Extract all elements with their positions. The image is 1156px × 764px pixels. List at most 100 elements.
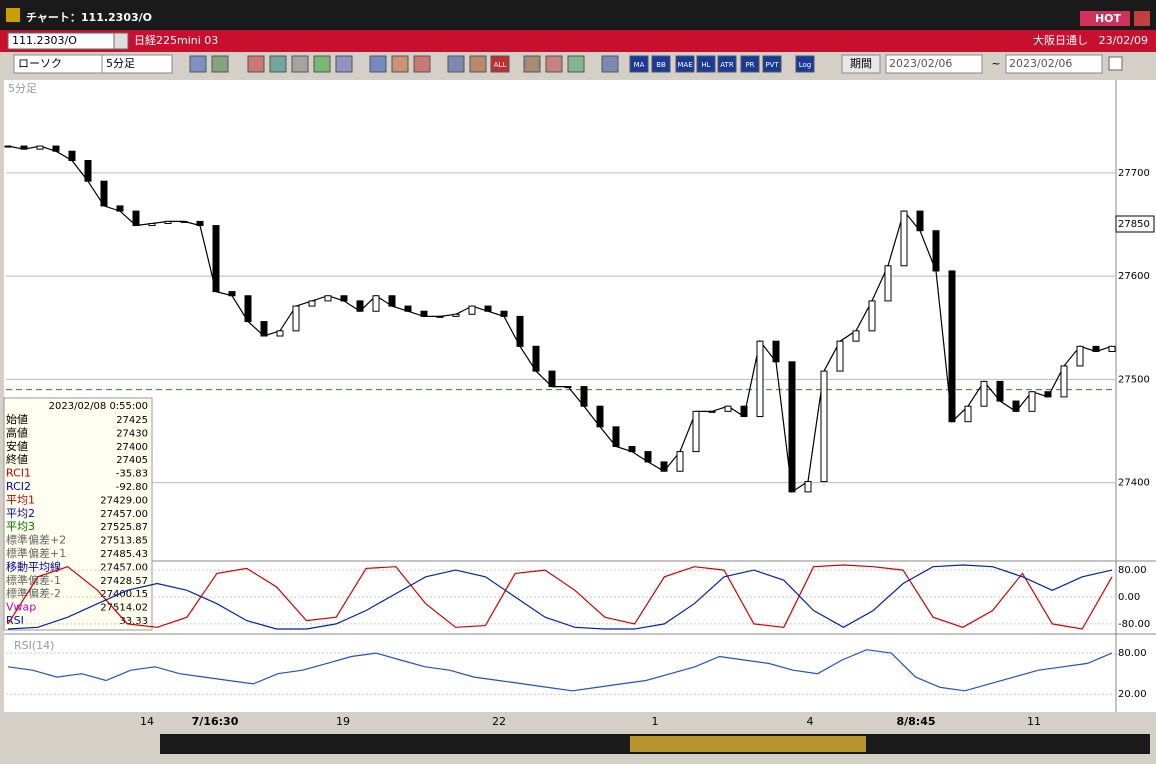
tool-icon[interactable] bbox=[651, 55, 671, 73]
tool-icon-label: MAE bbox=[677, 61, 692, 69]
tool-icon[interactable] bbox=[269, 55, 287, 73]
x-tick-label: 8/8:45 bbox=[896, 715, 935, 728]
hot-button[interactable] bbox=[1080, 11, 1130, 26]
header-bar bbox=[0, 30, 1156, 52]
candle bbox=[804, 481, 812, 493]
candle bbox=[820, 370, 828, 483]
candle bbox=[996, 380, 1004, 402]
candle bbox=[596, 405, 604, 428]
tool-icon[interactable] bbox=[696, 55, 716, 73]
tool-icon[interactable] bbox=[567, 55, 585, 73]
candle bbox=[20, 145, 28, 150]
candle bbox=[1076, 345, 1084, 367]
candle bbox=[740, 405, 748, 418]
candle bbox=[852, 330, 860, 342]
candle bbox=[644, 451, 652, 463]
from-text: 2023/02/06 bbox=[889, 57, 952, 70]
candle bbox=[404, 305, 412, 312]
tool-icon[interactable] bbox=[189, 55, 207, 73]
tool-icon[interactable] bbox=[490, 55, 510, 73]
main-label: 5分足 bbox=[8, 82, 37, 95]
candle bbox=[484, 305, 492, 312]
close-button[interactable] bbox=[1134, 11, 1150, 26]
tool-icon[interactable] bbox=[391, 55, 409, 73]
tool-icon[interactable] bbox=[247, 55, 265, 73]
tool-icon[interactable] bbox=[675, 55, 695, 73]
candle bbox=[148, 222, 156, 227]
tilde: ~ bbox=[991, 57, 1000, 70]
candle bbox=[84, 160, 92, 182]
instrument-name: 日経225mini 03 bbox=[134, 34, 218, 47]
tool-icon[interactable] bbox=[335, 55, 353, 73]
x-tick-label: 11 bbox=[1027, 715, 1041, 728]
symbol-dropdown[interactable] bbox=[113, 32, 129, 50]
price-line bbox=[7, 145, 1113, 493]
candle bbox=[468, 305, 476, 315]
tool-icon[interactable] bbox=[291, 55, 309, 73]
candle bbox=[516, 315, 524, 347]
tool-icon[interactable] bbox=[211, 55, 229, 73]
tool-icon-label: ALL bbox=[494, 61, 507, 69]
info-value: 27485.43 bbox=[100, 549, 148, 560]
info-value: 33.33 bbox=[119, 616, 148, 627]
tool-icon[interactable] bbox=[601, 55, 619, 73]
tool-icon[interactable] bbox=[762, 55, 782, 73]
interval-select[interactable] bbox=[101, 54, 173, 74]
candle bbox=[260, 321, 268, 337]
to-text: 2023/02/06 bbox=[1009, 57, 1072, 70]
y-tick-label: -80.00 bbox=[1118, 619, 1150, 630]
candle bbox=[1044, 391, 1052, 398]
tool-icon[interactable] bbox=[469, 55, 487, 73]
candle bbox=[964, 405, 972, 423]
chart-style: ローソク bbox=[18, 57, 62, 70]
tool-icon[interactable] bbox=[523, 55, 541, 73]
tool-icon[interactable] bbox=[447, 55, 465, 73]
candle bbox=[660, 461, 668, 472]
period-label: 期間 bbox=[850, 57, 872, 70]
rsi-label: RSI(14) bbox=[14, 639, 54, 652]
tool-icon[interactable] bbox=[369, 55, 387, 73]
candle bbox=[308, 300, 316, 307]
info-value: 27429.00 bbox=[100, 495, 148, 506]
info-label: 平均1 bbox=[6, 493, 35, 506]
to-date[interactable] bbox=[1005, 54, 1103, 74]
title-bar bbox=[0, 0, 1156, 30]
info-label: RCI1 bbox=[6, 467, 31, 480]
tool-icon-label: MA bbox=[634, 61, 645, 69]
candle bbox=[788, 361, 796, 493]
tool-icon[interactable] bbox=[717, 55, 737, 73]
scroller-thumb[interactable] bbox=[630, 736, 866, 752]
tool-icon-label: PVT bbox=[765, 61, 779, 69]
candle bbox=[324, 295, 332, 302]
tool-icon[interactable] bbox=[629, 55, 649, 73]
candle bbox=[36, 145, 44, 150]
candle bbox=[276, 330, 284, 337]
info-label: 終値 bbox=[6, 452, 28, 466]
candle bbox=[436, 315, 444, 318]
tool-icon[interactable] bbox=[545, 55, 563, 73]
candle bbox=[916, 210, 924, 232]
info-label: 安値 bbox=[6, 439, 28, 453]
candle bbox=[1092, 345, 1100, 352]
candle bbox=[1060, 365, 1068, 398]
candle bbox=[420, 310, 428, 317]
info-value: 27457.00 bbox=[100, 562, 148, 573]
tool-icon[interactable] bbox=[740, 55, 760, 73]
hot-label: HOT bbox=[1095, 12, 1122, 25]
window-title: チャート：111.2303/O bbox=[26, 11, 152, 24]
candle bbox=[676, 451, 684, 472]
candle bbox=[724, 405, 732, 412]
info-label: 標準偏差+1 bbox=[6, 546, 66, 560]
checkbox[interactable] bbox=[1108, 56, 1123, 71]
values-line bbox=[7, 649, 1113, 692]
tool-icon[interactable] bbox=[795, 55, 815, 73]
tool-icon[interactable] bbox=[313, 55, 331, 73]
from-date[interactable] bbox=[885, 54, 983, 74]
y-tick-label: 80.00 bbox=[1118, 565, 1147, 576]
tool-icon[interactable] bbox=[413, 55, 431, 73]
candle bbox=[1012, 400, 1020, 412]
period-button[interactable] bbox=[841, 54, 881, 74]
candle bbox=[1108, 345, 1116, 352]
tool-icon-label: Log bbox=[799, 61, 812, 69]
x-tick-label: 1 bbox=[652, 715, 659, 728]
